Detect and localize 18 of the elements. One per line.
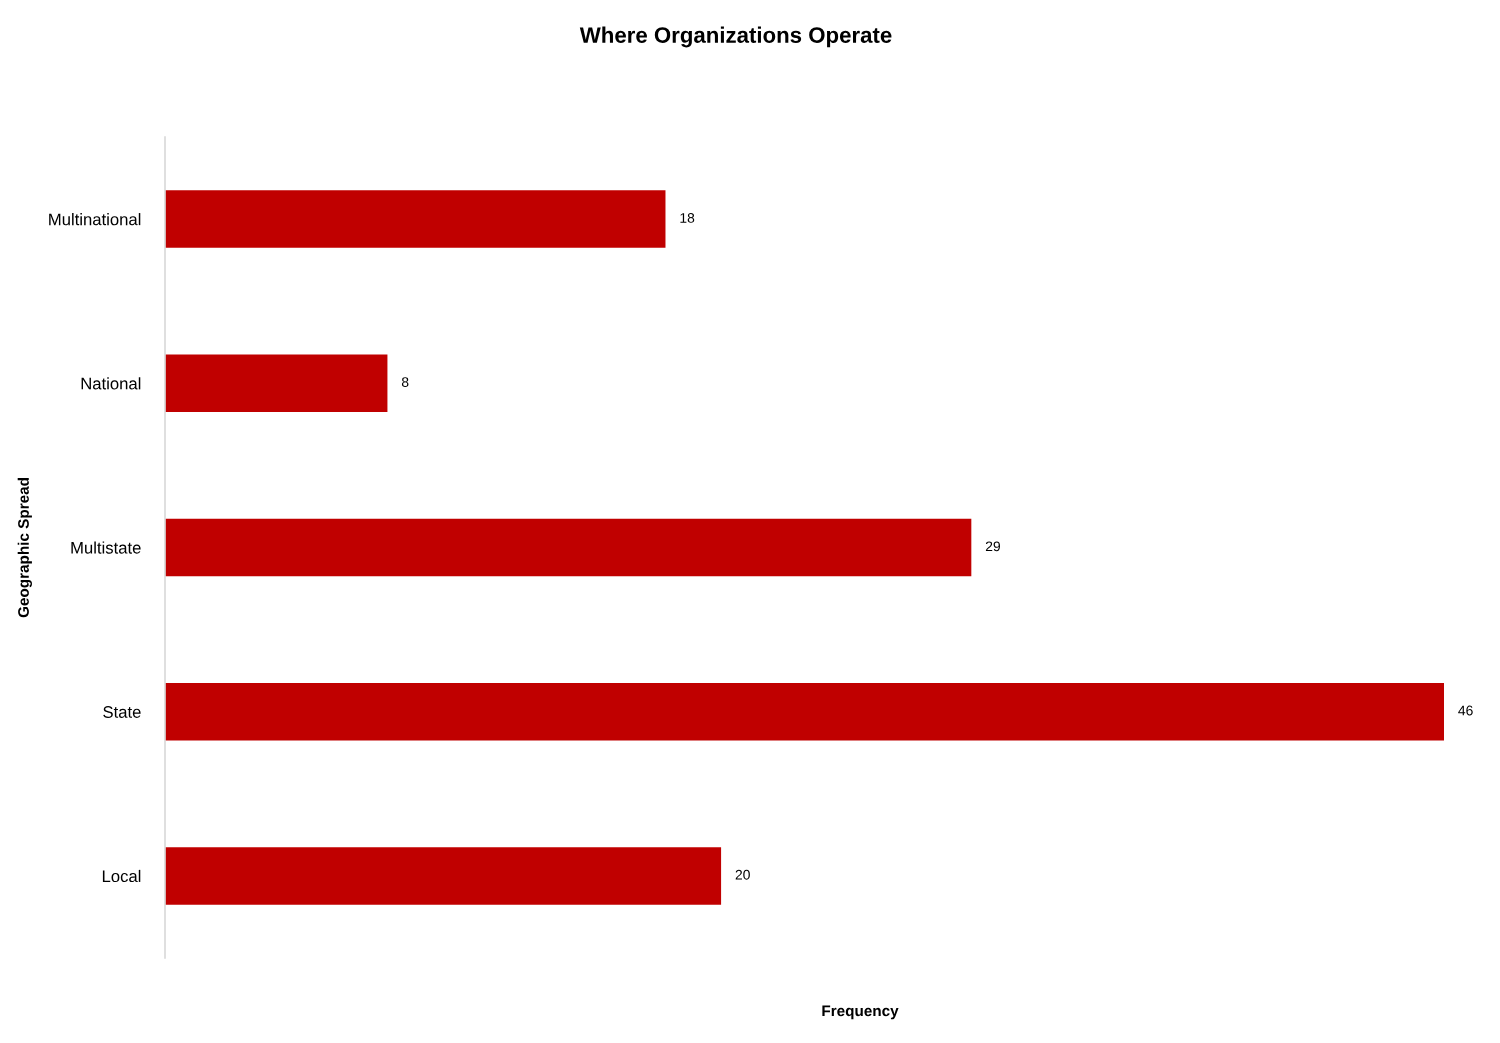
chart-title: Where Organizations Operate	[579, 26, 892, 48]
y-tick-label: State	[103, 706, 141, 718]
data-label: 18	[680, 212, 695, 223]
bar	[165, 682, 1444, 741]
bar	[165, 190, 666, 248]
x-axis-title: Frequency	[822, 1005, 899, 1020]
bar	[165, 354, 388, 413]
data-label: 29	[985, 541, 1001, 552]
y-axis-title: Geographic Spread	[17, 478, 32, 618]
data-label: 20	[735, 869, 750, 880]
y-tick-label: Multistate	[71, 541, 141, 554]
y-tick-label: Multinational	[49, 213, 141, 226]
data-label: 46	[1458, 705, 1473, 716]
data-label: 8	[401, 377, 409, 388]
bar	[165, 518, 972, 577]
y-tick-label: Local	[102, 869, 141, 883]
y-tick-label: National	[81, 377, 141, 390]
bar	[165, 847, 722, 905]
